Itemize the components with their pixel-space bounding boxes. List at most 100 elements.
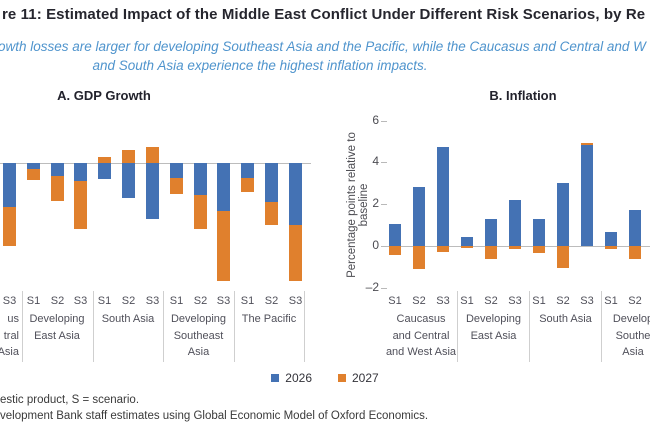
scenario-tick-label: S1 (460, 295, 474, 307)
category-separator (163, 291, 164, 362)
region-label-line: Asia (622, 346, 644, 358)
bar-2027-developing-east-asia-s2 (51, 176, 64, 201)
bar-2026-the-pacific-s3 (289, 163, 302, 225)
y-tick-label: 2 (372, 196, 379, 211)
bar-2026-developing-southeast-asia-s2 (194, 163, 207, 195)
scenario-tick-label: S1 (240, 295, 255, 307)
scenario-tick-label: S1 (604, 295, 618, 307)
scenario-tick-label: S3 (145, 295, 160, 307)
region-label-line: East Asia (470, 329, 517, 342)
footnote-line2: velopment Bank staff estimates using Glo… (0, 410, 429, 422)
region-label-line: The Pacific (241, 313, 297, 325)
category-separator (92, 291, 94, 362)
region-label-line: and West Asia (385, 346, 457, 358)
region-label-line: us (7, 313, 19, 325)
bar-2026-developing-east-asia-s3 (509, 200, 521, 246)
region-label-line: tral (3, 329, 19, 342)
region-label-us-tral-asia: us tral Asia (0, 311, 19, 361)
scenario-tick-label: S2 (121, 295, 136, 307)
scenario-tick-label: S1 (26, 295, 41, 307)
bar-2026-developing-east-asia-s1 (461, 237, 473, 246)
bar-2026-caucasus-and-central-and-west-asia-s1 (389, 224, 401, 246)
scenario-tick-label: S3 (216, 295, 231, 307)
region-label-caucasus-and-central-and-west-asia: Caucasus and Central and West Asia (356, 311, 486, 361)
region-label-line: Developing (170, 313, 227, 325)
scenario-tick-label: S1 (532, 295, 546, 307)
scenario-tick-label: S2 (50, 295, 65, 307)
legend-swatch-2026 (271, 374, 280, 382)
region-label-line: Developing (465, 313, 522, 325)
bar-2027-south-asia-s2 (557, 246, 569, 268)
bar-2026-south-asia-s3 (581, 145, 593, 246)
bar-2027-developing-east-asia-s1 (27, 169, 40, 180)
region-label-line: Asia (0, 346, 19, 358)
bar-2027-develop-southe-asia-s1 (605, 246, 617, 249)
y-tick-label: 4 (372, 154, 379, 169)
region-label-developing-east-asia: Developing East Asia (429, 311, 559, 344)
y-tick-label: 0 (372, 238, 379, 252)
legend-swatch-2027 (338, 374, 346, 382)
scenario-tick-label: S3 (2, 295, 17, 307)
legend-label-2026: 2026 (285, 371, 312, 385)
legend-item-2026: 2026 (271, 371, 312, 385)
y-tick-mark (381, 288, 387, 289)
bar-2027-south-asia-s2 (122, 150, 135, 163)
region-label-line: Asia (187, 346, 210, 358)
figure-subtitle-line2: and South Asia experience the highest in… (92, 58, 428, 73)
bar-2027-the-pacific-s1 (241, 178, 254, 192)
legend-label-2027: 2027 (352, 371, 379, 385)
scenario-tick-label: S3 (508, 295, 522, 307)
bar-2027-caucasus-and-central-and-west-asia-s3 (437, 246, 449, 252)
bar-2027-us-tral-asia-s3 (3, 207, 16, 246)
category-separator (21, 291, 23, 362)
bar-2027-develop-southe-asia-s2 (629, 246, 641, 259)
scenario-tick-label: S2 (193, 295, 208, 307)
bar-2027-developing-southeast-asia-s1 (170, 178, 183, 194)
bar-2026-developing-southeast-asia-s1 (170, 163, 183, 178)
region-label-south-asia: South Asia (501, 311, 631, 328)
region-label-develop-southe-asia: Develop Southe Asia (568, 311, 650, 361)
bar-2026-south-asia-s3 (146, 163, 159, 219)
bar-2026-developing-east-asia-s1 (27, 163, 40, 169)
bar-2027-developing-east-asia-s1 (461, 246, 473, 248)
region-label-line: and Central (392, 329, 450, 342)
bar-2026-developing-southeast-asia-s3 (217, 163, 230, 211)
bar-2027-caucasus-and-central-and-west-asia-s2 (413, 246, 425, 269)
category-separator (457, 291, 458, 362)
bar-2027-developing-southeast-asia-s2 (194, 195, 207, 229)
figure-title: re 11: Estimated Impact of the Middle Ea… (2, 6, 646, 23)
bar-2026-the-pacific-s2 (265, 163, 278, 202)
y-tick-mark (381, 121, 387, 122)
scenario-tick-label: S3 (73, 295, 88, 307)
y-tick-mark (381, 246, 387, 247)
footnote-line1: estic product, S = scenario. (0, 394, 140, 406)
bar-2026-south-asia-s2 (557, 183, 569, 246)
panel-b-title: B. Inflation (489, 88, 557, 103)
region-label-line: East Asia (34, 329, 80, 342)
region-label-line: Caucasus (396, 313, 446, 325)
region-label-line: South Asia (101, 313, 155, 325)
bar-2027-south-asia-s3 (146, 147, 159, 163)
bar-2027-south-asia-s3 (581, 143, 593, 145)
figure-subtitle-line1: owth losses are larger for developing So… (0, 39, 646, 54)
scenario-tick-label: S3 (288, 295, 303, 307)
y-tick-mark (381, 204, 387, 205)
bar-2026-south-asia-s2 (122, 163, 135, 198)
region-label-line: Southe (615, 329, 650, 342)
region-label-the-pacific: The Pacific (204, 311, 334, 328)
scenario-tick-label: S2 (484, 295, 498, 307)
region-label-line: Developing (29, 313, 85, 325)
bar-2026-south-asia-s1 (98, 163, 111, 179)
bar-2026-the-pacific-s1 (241, 163, 254, 178)
bar-2026-us-tral-asia-s3 (3, 163, 16, 207)
bar-2027-the-pacific-s2 (265, 202, 278, 225)
legend: 2026 2027 (0, 371, 650, 385)
bar-2027-caucasus-and-central-and-west-asia-s1 (389, 246, 401, 255)
bar-2026-developing-east-asia-s2 (485, 219, 497, 246)
category-separator (233, 291, 235, 362)
y-tick-mark (381, 162, 387, 163)
panel-a-title: A. GDP Growth (57, 88, 151, 103)
y-tick-label: –2 (365, 279, 379, 294)
